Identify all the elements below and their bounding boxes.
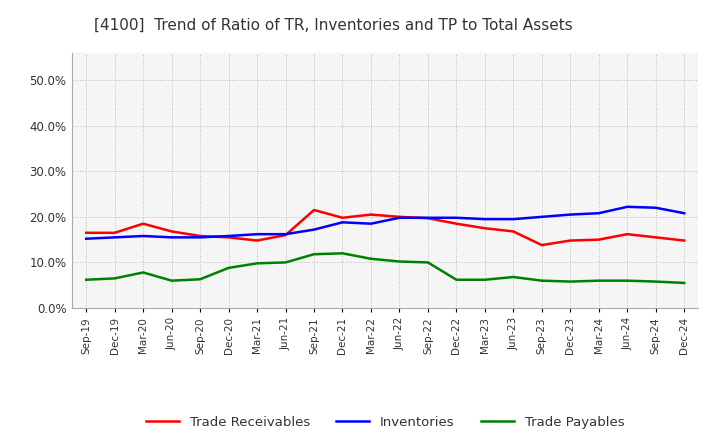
Trade Receivables — [452, 221, 461, 226]
Legend: Trade Receivables, Inventories, Trade Payables: Trade Receivables, Inventories, Trade Pa… — [141, 411, 629, 434]
Inventories — [652, 205, 660, 210]
Trade Receivables — [423, 216, 432, 221]
Inventories — [480, 216, 489, 222]
Trade Payables — [82, 277, 91, 282]
Inventories — [338, 220, 347, 225]
Inventories — [110, 235, 119, 240]
Inventories — [537, 214, 546, 220]
Trade Receivables — [480, 226, 489, 231]
Trade Payables — [480, 277, 489, 282]
Line: Trade Receivables: Trade Receivables — [86, 210, 684, 245]
Trade Receivables — [509, 229, 518, 234]
Inventories — [225, 233, 233, 238]
Trade Receivables — [310, 207, 318, 213]
Trade Payables — [366, 256, 375, 261]
Inventories — [623, 204, 631, 209]
Trade Receivables — [196, 233, 204, 238]
Trade Receivables — [680, 238, 688, 243]
Inventories — [423, 215, 432, 220]
Trade Payables — [452, 277, 461, 282]
Trade Payables — [509, 275, 518, 280]
Trade Payables — [196, 277, 204, 282]
Trade Receivables — [253, 238, 261, 243]
Trade Receivables — [595, 237, 603, 242]
Trade Payables — [310, 252, 318, 257]
Trade Payables — [652, 279, 660, 284]
Inventories — [509, 216, 518, 222]
Trade Payables — [566, 279, 575, 284]
Trade Receivables — [537, 242, 546, 248]
Trade Payables — [282, 260, 290, 265]
Trade Receivables — [652, 235, 660, 240]
Trade Payables — [595, 278, 603, 283]
Inventories — [196, 235, 204, 240]
Inventories — [595, 211, 603, 216]
Trade Receivables — [139, 221, 148, 226]
Inventories — [139, 233, 148, 238]
Inventories — [167, 235, 176, 240]
Text: [4100]  Trend of Ratio of TR, Inventories and TP to Total Assets: [4100] Trend of Ratio of TR, Inventories… — [94, 18, 572, 33]
Trade Payables — [139, 270, 148, 275]
Trade Payables — [110, 276, 119, 281]
Trade Receivables — [167, 229, 176, 234]
Inventories — [82, 236, 91, 242]
Inventories — [366, 221, 375, 226]
Trade Payables — [167, 278, 176, 283]
Inventories — [395, 215, 404, 220]
Inventories — [282, 231, 290, 237]
Inventories — [253, 231, 261, 237]
Inventories — [680, 211, 688, 216]
Trade Payables — [253, 260, 261, 266]
Trade Receivables — [566, 238, 575, 243]
Inventories — [310, 227, 318, 232]
Trade Payables — [395, 259, 404, 264]
Trade Receivables — [338, 215, 347, 220]
Trade Receivables — [395, 214, 404, 220]
Trade Receivables — [110, 230, 119, 235]
Trade Receivables — [82, 230, 91, 235]
Trade Payables — [225, 265, 233, 271]
Trade Payables — [537, 278, 546, 283]
Trade Receivables — [366, 212, 375, 217]
Inventories — [566, 212, 575, 217]
Line: Trade Payables: Trade Payables — [86, 253, 684, 283]
Trade Payables — [680, 280, 688, 286]
Trade Payables — [338, 251, 347, 256]
Trade Payables — [623, 278, 631, 283]
Trade Receivables — [623, 231, 631, 237]
Inventories — [452, 215, 461, 220]
Line: Inventories: Inventories — [86, 207, 684, 239]
Trade Payables — [423, 260, 432, 265]
Trade Receivables — [225, 235, 233, 240]
Trade Receivables — [282, 232, 290, 238]
